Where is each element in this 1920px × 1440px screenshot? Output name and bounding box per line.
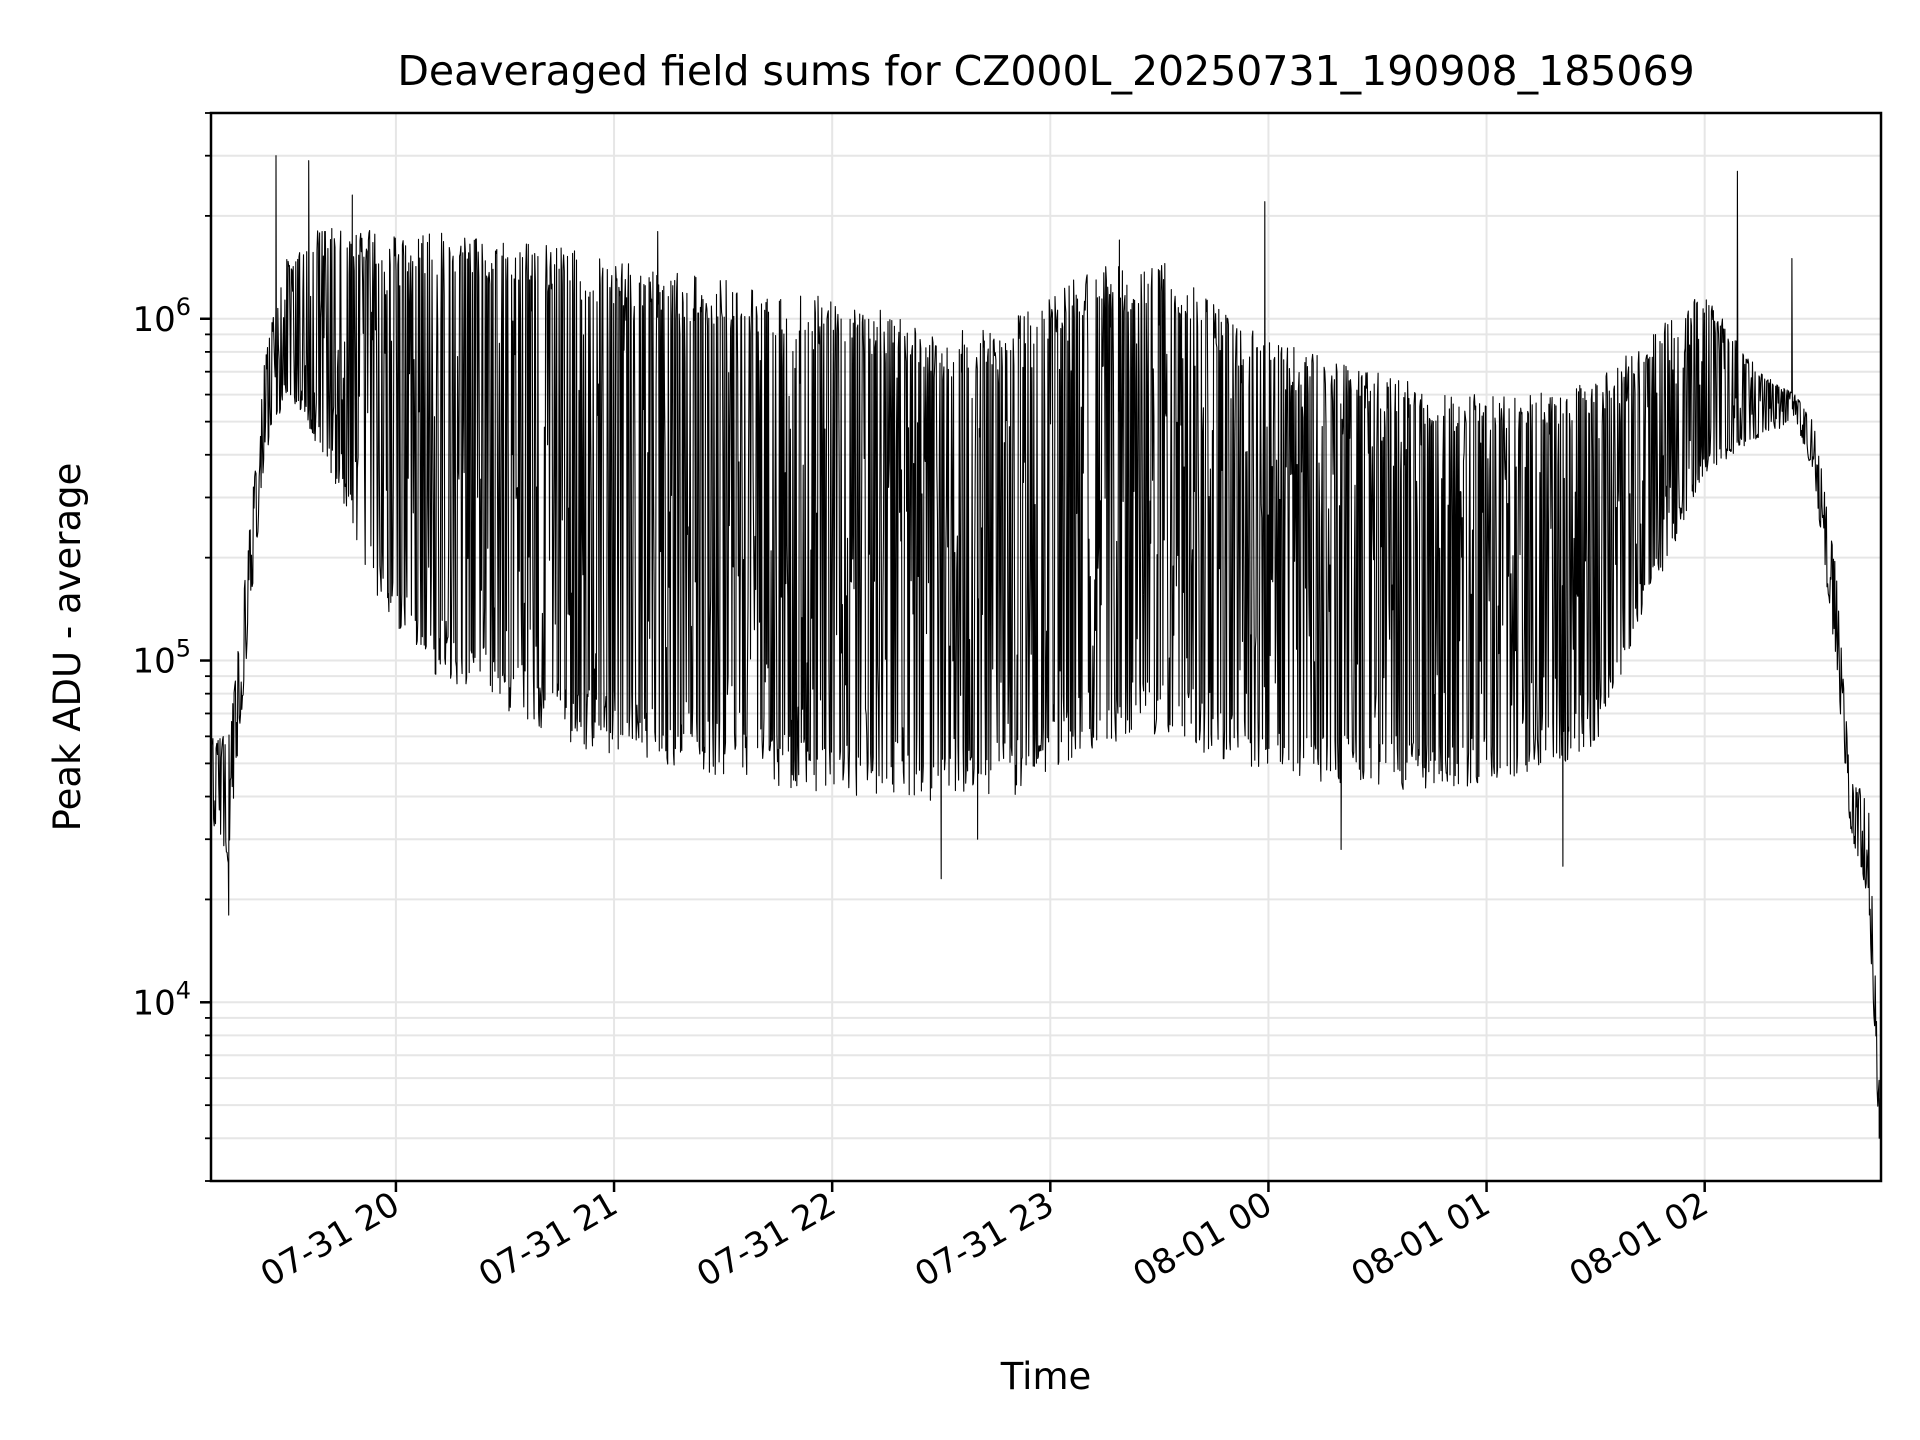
y-tick-label: 106 xyxy=(132,293,191,340)
y-axis-label: Peak ADU - average xyxy=(46,463,89,832)
x-axis-label: Time xyxy=(1000,1355,1092,1398)
chart-title: Deaveraged field sums for CZ000L_2025073… xyxy=(397,47,1694,95)
data-series xyxy=(210,155,1882,1139)
plot-frame xyxy=(209,111,1883,1183)
y-axis: 104 105 106 xyxy=(132,112,211,1182)
y-tick-label: 104 xyxy=(132,976,191,1023)
grid xyxy=(211,112,1881,1182)
series-line xyxy=(210,155,1882,1139)
y-tick-label: 105 xyxy=(132,635,191,682)
